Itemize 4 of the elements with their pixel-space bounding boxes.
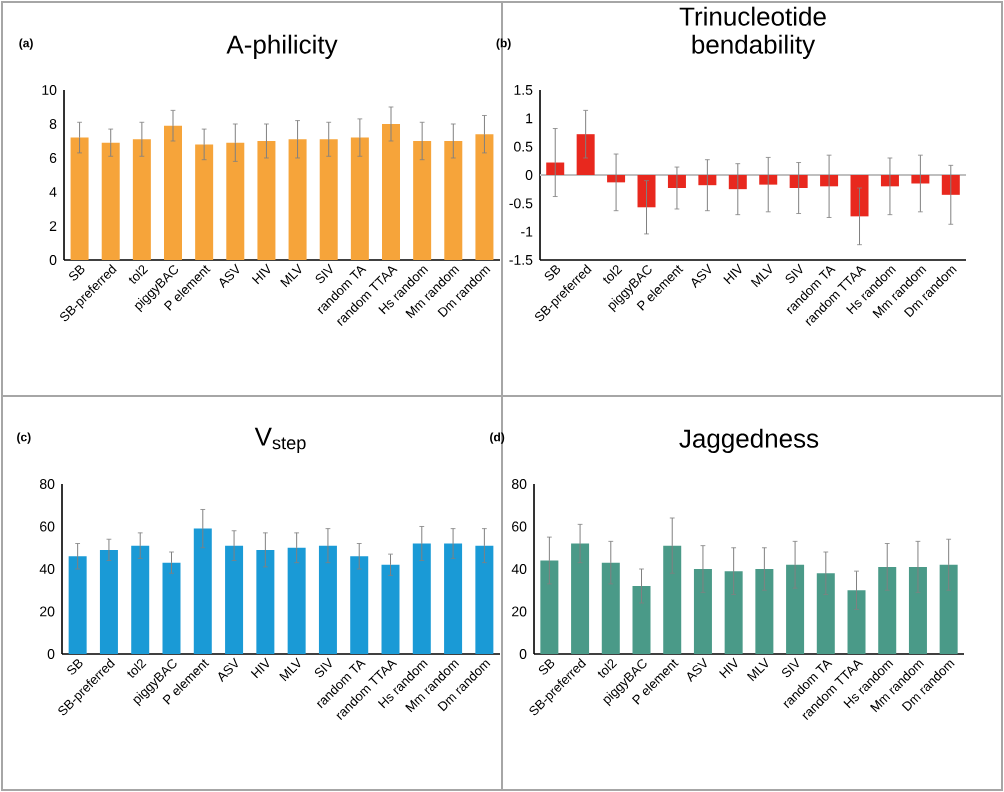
chart-title: V$_{step}$ [254, 427, 306, 453]
chart-title: Jaggedness [679, 428, 819, 453]
chart-title: A-philicity [226, 34, 338, 59]
chart-title: Trinucleotide bendability [679, 6, 826, 59]
